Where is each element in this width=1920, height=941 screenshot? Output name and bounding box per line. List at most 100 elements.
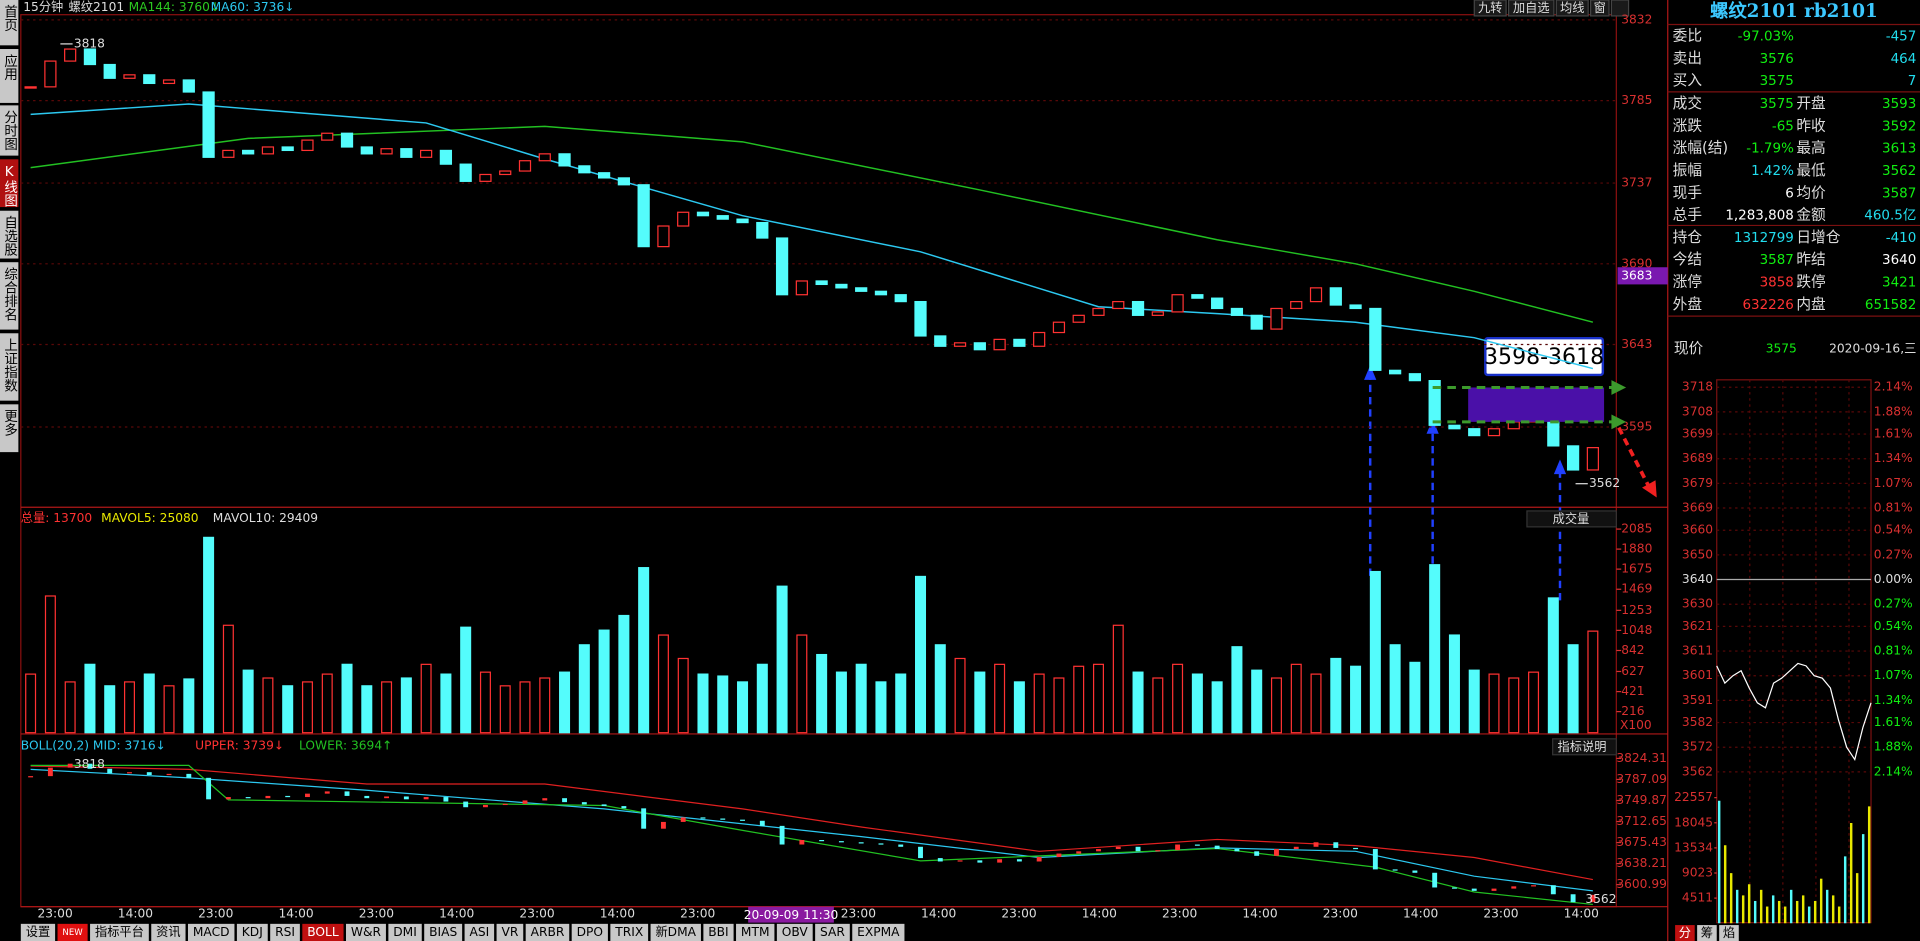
bottom-tab[interactable] bbox=[236, 923, 268, 941]
candle bbox=[242, 149, 255, 155]
boll-candle bbox=[1293, 846, 1299, 850]
zone-arrowhead bbox=[1611, 414, 1627, 430]
quote-label: 金额 bbox=[1796, 207, 1826, 224]
y-tick-label: 3562 bbox=[1682, 764, 1713, 778]
quote-value: 632226 bbox=[1742, 297, 1793, 313]
volume-bar bbox=[242, 669, 254, 734]
toolbar-button[interactable] bbox=[1507, 0, 1555, 17]
bottom-tab[interactable] bbox=[525, 923, 570, 941]
bottom-tab[interactable] bbox=[187, 923, 235, 941]
candle bbox=[1171, 294, 1184, 313]
bottom-tab[interactable] bbox=[650, 923, 701, 941]
bottom-tab[interactable] bbox=[496, 923, 524, 941]
bottom-tab[interactable] bbox=[20, 923, 56, 941]
bottom-tab[interactable] bbox=[610, 923, 649, 941]
intraday-line bbox=[1716, 662, 1872, 762]
bottom-tab[interactable] bbox=[571, 923, 608, 941]
toolbar-button[interactable] bbox=[1590, 0, 1610, 17]
sidebar-tab[interactable] bbox=[0, 210, 19, 259]
quote-value: 464 bbox=[1891, 51, 1917, 67]
boll-candle bbox=[265, 795, 271, 799]
volume-bar bbox=[84, 663, 96, 734]
boll-candle bbox=[1333, 842, 1339, 848]
sidebar-tab[interactable] bbox=[0, 159, 19, 208]
y-tick-label: 3600.99 bbox=[1616, 877, 1667, 891]
volume-bar bbox=[895, 673, 907, 734]
volume-bar bbox=[1528, 671, 1540, 734]
quote-label: 涨停 bbox=[1673, 274, 1702, 291]
boll-candle bbox=[680, 817, 686, 822]
boll-candle bbox=[1511, 886, 1517, 889]
bottom-tab[interactable] bbox=[151, 923, 186, 941]
sidebar-tab[interactable] bbox=[0, 49, 19, 103]
bottom-tab[interactable] bbox=[852, 923, 905, 941]
sidebar-tab-label: K线图 bbox=[1, 164, 18, 207]
toolbar-button[interactable] bbox=[1555, 0, 1589, 17]
boll-candle bbox=[324, 791, 330, 794]
volume-bar bbox=[64, 681, 76, 734]
volume-bar bbox=[499, 685, 511, 734]
bottom-tab[interactable] bbox=[776, 923, 813, 941]
candle bbox=[1092, 307, 1105, 316]
ma60-line bbox=[30, 103, 1594, 370]
volume-button[interactable] bbox=[1526, 510, 1617, 528]
boll-candle bbox=[1531, 885, 1536, 887]
bottom-tab[interactable] bbox=[270, 923, 300, 941]
volume-bar bbox=[1251, 669, 1263, 734]
quote-value: 460.5亿 bbox=[1864, 208, 1916, 224]
boll-candle bbox=[660, 821, 666, 829]
intraday-tab[interactable] bbox=[1719, 925, 1739, 941]
boll-candle bbox=[937, 858, 943, 862]
sidebar-tab-label: 自选股 bbox=[1, 215, 18, 257]
pct-tick-label: 0.54% bbox=[1874, 619, 1913, 633]
candle bbox=[874, 290, 888, 296]
bottom-tab[interactable] bbox=[346, 923, 386, 941]
boll-candle bbox=[1175, 844, 1181, 851]
sidebar-tab[interactable] bbox=[0, 0, 19, 46]
bottom-tab[interactable] bbox=[424, 923, 463, 941]
sidebar-tab[interactable] bbox=[0, 333, 19, 401]
y-tick-label: 13534 bbox=[1674, 840, 1713, 854]
bottom-tab[interactable] bbox=[815, 923, 850, 941]
volume-bar bbox=[1290, 663, 1302, 734]
quote-label: 涨跌 bbox=[1673, 117, 1703, 134]
y-tick-label: 3621 bbox=[1682, 619, 1713, 633]
bottom-tab-label: W&R bbox=[351, 925, 382, 939]
sidebar-tab[interactable] bbox=[0, 262, 19, 330]
sidebar-tab[interactable] bbox=[0, 105, 19, 156]
intraday-tab[interactable] bbox=[1697, 925, 1717, 941]
toolbar-button[interactable] bbox=[1473, 0, 1507, 17]
quote-label: 总手 bbox=[1673, 207, 1702, 224]
candle bbox=[1052, 321, 1066, 334]
bottom-tab-label: BBI bbox=[708, 925, 728, 939]
bottom-tab-label: BOLL bbox=[307, 925, 339, 939]
bottom-tab[interactable] bbox=[464, 923, 495, 941]
volume-bar bbox=[756, 663, 768, 734]
boll-candle bbox=[858, 842, 864, 844]
symbol: 螺纹2101 bbox=[69, 0, 125, 14]
boll-button[interactable] bbox=[1552, 738, 1617, 756]
exit-button[interactable] bbox=[1610, 0, 1630, 17]
candle bbox=[64, 48, 77, 62]
bottom-tab[interactable] bbox=[388, 923, 422, 941]
bottom-tab[interactable] bbox=[302, 923, 344, 941]
sidebar-tab[interactable] bbox=[0, 404, 19, 453]
bottom-tab[interactable] bbox=[57, 923, 88, 941]
quote-value: 7 bbox=[1908, 73, 1917, 89]
intraday-tab[interactable] bbox=[1675, 925, 1695, 941]
quote-label: 最低 bbox=[1796, 162, 1826, 179]
volume-bar bbox=[262, 677, 274, 734]
bottom-tab[interactable] bbox=[90, 923, 149, 941]
bottom-tab-label: RSI bbox=[275, 925, 295, 939]
boll-candle bbox=[186, 773, 192, 778]
candle bbox=[597, 172, 611, 179]
sidebar-tab-label: 更多 bbox=[1, 409, 18, 436]
volume-button-label: 成交量 bbox=[1553, 511, 1590, 526]
quote-label: 昨结 bbox=[1796, 251, 1825, 268]
axis-marker-label: 3683 bbox=[1621, 268, 1652, 282]
bottom-tab[interactable] bbox=[703, 923, 734, 941]
bottom-tab-label: KDJ bbox=[242, 925, 263, 939]
bottom-tab[interactable] bbox=[736, 923, 775, 941]
volume-bar bbox=[143, 673, 155, 734]
candle bbox=[479, 173, 492, 182]
